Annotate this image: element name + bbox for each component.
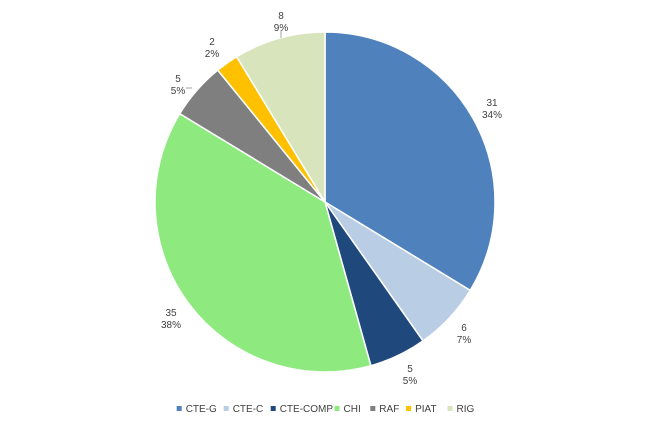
data-label-percent: 34% (482, 110, 502, 121)
data-label-value: 5 (407, 364, 413, 375)
legend-swatch (334, 406, 340, 411)
legend-item-rig: RIG (447, 404, 475, 415)
legend-swatch (406, 406, 412, 411)
data-label-value: 2 (209, 37, 215, 48)
data-label-value: 5 (175, 74, 181, 85)
legend-item-cte-g: CTE-G (176, 404, 217, 415)
legend-label: CTE-COMP (280, 404, 334, 415)
legend-item-raf: RAF (370, 404, 399, 415)
legend-swatch (270, 406, 276, 411)
data-label-cte-c: 6 7% (457, 323, 472, 346)
data-label-cte-g: 31 34% (482, 98, 502, 121)
data-label-piat: 2 2% (205, 37, 220, 60)
data-label-rig: 8 9% (274, 11, 289, 34)
legend-swatch (176, 406, 182, 411)
legend-item-cte-c: CTE-C (223, 404, 264, 415)
data-label-percent: 9% (274, 23, 289, 34)
legend-swatch (447, 406, 453, 411)
pie-slices (154, 31, 496, 373)
data-labels: 31 34%6 7%5 5%35 38%5 5%2 2%8 9% (161, 11, 502, 387)
data-label-percent: 5% (171, 86, 186, 97)
legend-label: RAF (379, 404, 399, 415)
legend: CTE-G CTE-C CTE-COMP CHI RAF PIAT RIG (176, 404, 475, 415)
legend-swatch (370, 406, 376, 411)
legend-label: PIAT (415, 404, 436, 415)
slice-rig (235, 31, 326, 205)
data-label-percent: 38% (161, 320, 181, 331)
legend-label: RIG (457, 404, 475, 415)
data-label-percent: 7% (457, 335, 472, 346)
legend-label: CTE-G (186, 404, 217, 415)
legend-item-cte-comp: CTE-COMP (270, 404, 334, 415)
legend-label: CTE-C (233, 404, 264, 415)
legend-item-piat: PIAT (406, 404, 437, 415)
legend-item-chi: CHI (334, 404, 361, 415)
data-label-value: 8 (278, 11, 284, 22)
leader-lines (186, 30, 282, 89)
legend-swatch (223, 406, 229, 411)
data-label-percent: 2% (205, 49, 220, 60)
legend-label: CHI (344, 404, 361, 415)
data-label-percent: 5% (403, 376, 418, 387)
data-label-value: 31 (486, 98, 498, 109)
data-label-chi: 35 38% (161, 308, 181, 331)
data-label-cte-comp: 5 5% (403, 364, 418, 387)
slice-cte-g (324, 31, 496, 292)
data-label-value: 35 (165, 308, 177, 319)
data-label-raf: 5 5% (171, 74, 186, 97)
slice-chi (154, 112, 372, 373)
data-label-value: 6 (461, 323, 467, 334)
